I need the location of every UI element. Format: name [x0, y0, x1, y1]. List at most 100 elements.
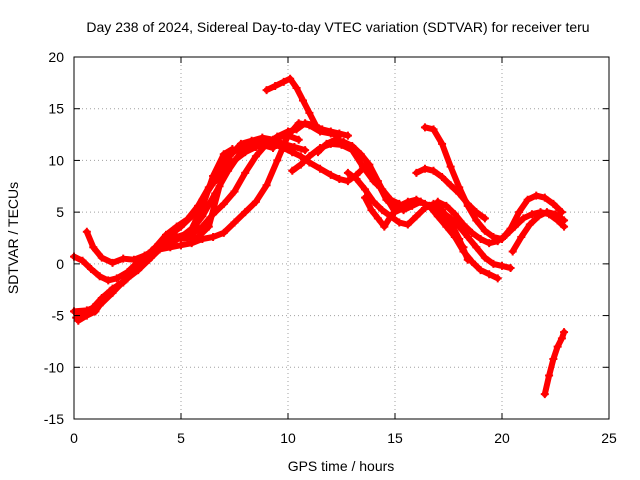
data-point: [343, 131, 352, 140]
y-tick-label: 10: [48, 152, 64, 168]
data-point: [80, 310, 89, 319]
data-point: [294, 119, 303, 128]
data-point: [545, 371, 554, 380]
data-point: [87, 265, 96, 274]
y-tick-label: 5: [56, 204, 64, 220]
data-point: [288, 166, 297, 175]
data-point: [549, 355, 558, 364]
data-point: [463, 201, 472, 210]
x-axis-ticks: 0 5 10 15 20 25: [70, 57, 617, 446]
data-point: [262, 181, 271, 190]
data-series: [361, 193, 515, 272]
x-tick-label: 0: [70, 430, 78, 446]
data-point: [251, 197, 260, 206]
data-point: [557, 208, 566, 217]
data-point: [450, 210, 459, 219]
data-point: [551, 210, 560, 219]
data-point: [429, 166, 438, 175]
data-point: [211, 189, 220, 198]
data-point: [241, 208, 250, 217]
data-point: [187, 229, 196, 238]
data-point: [356, 150, 365, 159]
data-point: [219, 168, 228, 177]
data-point: [429, 204, 438, 213]
data-point: [519, 214, 528, 223]
data-point: [429, 125, 438, 134]
data-point: [251, 142, 260, 151]
data-point: [476, 235, 485, 244]
data-point: [301, 146, 310, 155]
data-point: [331, 135, 340, 144]
data-point: [230, 156, 239, 165]
data-point: [119, 254, 128, 263]
data-point: [508, 247, 517, 256]
data-point: [104, 276, 113, 285]
data-point: [292, 84, 301, 93]
data-point: [335, 175, 344, 184]
data-point: [438, 139, 447, 148]
data-point: [305, 108, 314, 117]
data-point: [525, 220, 534, 229]
data-point: [106, 286, 115, 295]
data-point: [273, 156, 282, 165]
y-axis-ticks: -15 -10 -5 0 5 10 15 20: [44, 49, 609, 427]
data-point: [322, 139, 331, 148]
data-point: [463, 232, 472, 241]
chart-title: Day 238 of 2024, Sidereal Day-to-day VTE…: [86, 19, 589, 35]
data-point: [412, 168, 421, 177]
y-tick-label: 0: [56, 256, 64, 272]
data-point: [187, 212, 196, 221]
data-point: [296, 160, 305, 169]
data-point: [198, 212, 207, 221]
data-point: [147, 247, 156, 256]
data-point: [241, 148, 250, 157]
data-point: [472, 216, 481, 225]
data-point: [187, 239, 196, 248]
data-point: [480, 226, 489, 235]
data-point: [493, 274, 502, 283]
data-point: [380, 222, 389, 231]
data-point: [348, 141, 357, 150]
data-point: [542, 208, 551, 217]
x-tick-label: 25: [601, 430, 617, 446]
data-point: [553, 342, 562, 351]
data-point: [493, 237, 502, 246]
data-point: [485, 270, 494, 279]
data-point: [420, 164, 429, 173]
grid: [74, 57, 609, 419]
data-point: [215, 164, 224, 173]
data-series: [82, 133, 310, 267]
data-point: [288, 148, 297, 157]
data-point: [97, 253, 106, 262]
data-point: [209, 179, 218, 188]
data-point: [412, 195, 421, 204]
y-tick-label: -15: [44, 411, 64, 427]
data-point: [438, 208, 447, 217]
data-point: [166, 243, 175, 252]
x-axis-label: GPS time / hours: [288, 458, 395, 474]
data-point: [446, 214, 455, 223]
data-point: [241, 168, 250, 177]
data-point: [262, 86, 271, 95]
y-axis-label: SDTVAR / TECUs: [5, 182, 21, 294]
x-tick-label: 20: [494, 430, 510, 446]
data-point: [198, 235, 207, 244]
data-point: [273, 132, 282, 141]
y-tick-label: -5: [52, 308, 65, 324]
data-point: [316, 164, 325, 173]
series-trace: [289, 140, 467, 251]
data-point: [532, 191, 541, 200]
data-point: [78, 256, 87, 265]
data-point: [279, 77, 288, 86]
data-point: [446, 181, 455, 190]
y-tick-label: 15: [48, 101, 64, 117]
data-point: [251, 152, 260, 161]
data-series: [288, 139, 468, 252]
data-point: [510, 222, 519, 231]
data-point: [442, 201, 451, 210]
data-series: [262, 74, 320, 130]
data-point: [382, 193, 391, 202]
data-point: [367, 206, 376, 215]
data-point: [311, 121, 320, 130]
data-point: [269, 144, 278, 153]
